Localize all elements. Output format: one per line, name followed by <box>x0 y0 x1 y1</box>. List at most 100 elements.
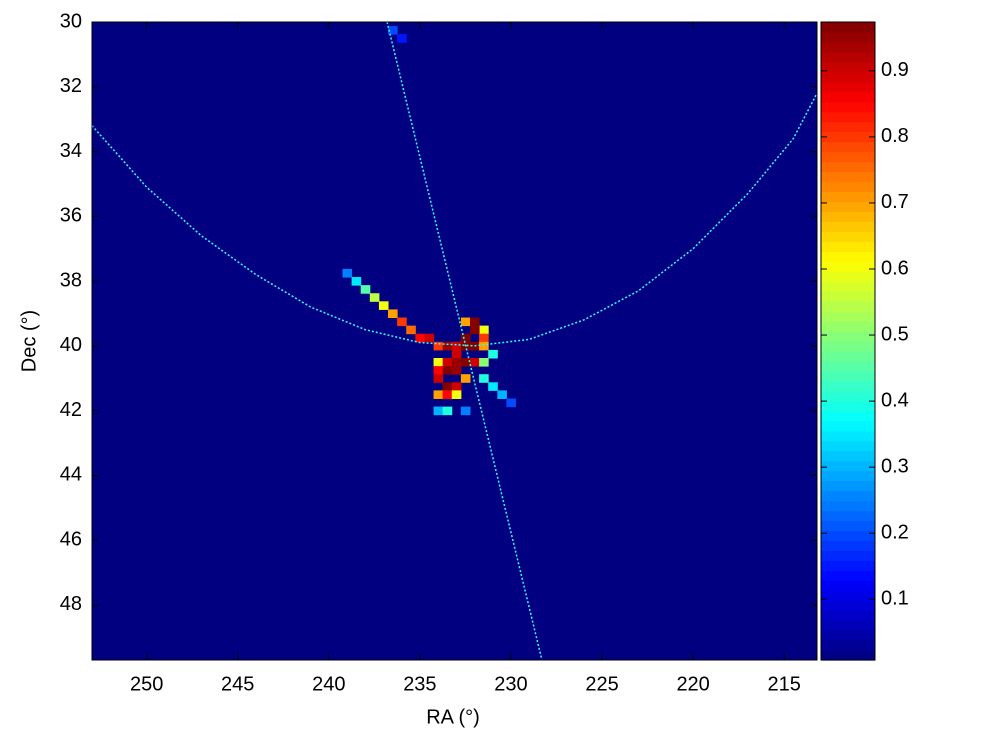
colorbar-step <box>821 251 875 262</box>
heatmap-cell <box>424 333 435 343</box>
colorbar-step <box>821 530 875 541</box>
colorbar-step <box>821 550 875 561</box>
heatmap-cell <box>433 390 444 399</box>
x-tick-label: 220 <box>676 673 709 695</box>
colorbar-step <box>821 171 875 183</box>
heatmap-cell <box>442 406 453 416</box>
colorbar-step <box>821 490 875 502</box>
heatmap-cell <box>442 366 453 375</box>
colorbar-step <box>821 191 875 203</box>
heatmap-cell <box>360 285 371 294</box>
heatmap-cell <box>506 398 517 408</box>
colorbar-step <box>821 221 875 232</box>
colorbar-step <box>821 91 875 103</box>
y-tick-label: 34 <box>60 140 82 162</box>
heatmap-cell <box>451 366 462 375</box>
colorbar-step <box>821 241 875 252</box>
colorbar-tick-label: 0.8 <box>881 125 909 147</box>
plot-frame <box>91 21 818 661</box>
colorbar-step <box>821 131 875 143</box>
heatmap-cell <box>479 374 489 383</box>
colorbar-step <box>821 350 875 362</box>
y-tick-label: 44 <box>60 464 82 486</box>
heatmap-cell <box>469 325 480 335</box>
colorbar-step <box>821 231 875 242</box>
heatmap-cell <box>451 349 462 359</box>
colorbar-step <box>821 161 875 173</box>
heatmap-cell <box>442 382 453 391</box>
colorbar-step <box>821 121 875 133</box>
y-axis-label: Dec (°) <box>18 310 40 372</box>
heatmap-cell <box>451 341 462 351</box>
heatmap-cell <box>488 349 498 359</box>
heatmap-cell <box>378 301 389 310</box>
colorbar-step <box>821 450 875 462</box>
colorbar-step <box>821 630 875 641</box>
x-tick-label: 245 <box>221 673 254 695</box>
colorbar-step <box>821 580 875 591</box>
y-tick-label: 40 <box>60 334 82 356</box>
colorbar-step <box>821 590 875 601</box>
x-tick-label: 230 <box>494 673 527 695</box>
colorbar-step <box>821 470 875 482</box>
colorbar-step <box>821 261 875 272</box>
colorbar-tick-label: 0.5 <box>881 323 909 345</box>
colorbar-step <box>821 141 875 153</box>
colorbar-step <box>821 430 875 442</box>
colorbar-tick-label: 0.2 <box>881 521 909 543</box>
heatmap-cell <box>469 317 480 327</box>
heatmap-cell <box>433 341 444 351</box>
y-tick-label: 32 <box>60 75 82 97</box>
colorbar-step <box>821 600 875 611</box>
colorbar-step <box>821 480 875 492</box>
heatmap-cell <box>460 317 471 327</box>
heatmap <box>92 22 817 660</box>
heatmap-cell <box>433 358 444 367</box>
colorbar-tick-label: 0.4 <box>881 389 909 411</box>
heatmap-cell <box>479 341 489 351</box>
heatmap-cell <box>469 358 480 367</box>
colorbar-tick-label: 0.3 <box>881 455 909 477</box>
colorbar-step <box>821 111 875 123</box>
colorbar-step <box>821 181 875 193</box>
colorbar-step <box>821 410 875 422</box>
heatmap-cell <box>406 325 416 335</box>
colorbar-step <box>821 360 875 372</box>
colorbar-step <box>821 201 875 213</box>
overlay-curve <box>92 92 817 347</box>
plot-background <box>92 22 817 660</box>
colorbar-step <box>821 81 875 93</box>
colorbar-step <box>821 650 875 661</box>
colorbar-step <box>821 520 875 532</box>
overlay-curve <box>386 22 543 660</box>
colorbar-step <box>821 370 875 382</box>
heatmap-cell <box>369 293 380 302</box>
heatmap-cell <box>479 333 489 343</box>
x-tick-label: 235 <box>403 673 436 695</box>
heatmap-cell <box>342 268 353 278</box>
y-tick-label: 36 <box>60 205 82 227</box>
y-tick-label: 48 <box>60 593 82 615</box>
heatmap-cell <box>460 406 471 416</box>
heatmap-cell <box>397 317 407 327</box>
colorbar-step <box>821 420 875 432</box>
colorbar-step <box>821 510 875 522</box>
heatmap-cell <box>433 366 444 375</box>
colorbar-step <box>821 440 875 452</box>
colorbar-step <box>821 22 875 33</box>
colorbar-step <box>821 610 875 621</box>
colorbar-step <box>821 71 875 83</box>
x-tick-label: 240 <box>312 673 345 695</box>
colorbar-step <box>821 301 875 312</box>
colorbar-tick-label: 0.7 <box>881 191 909 213</box>
colorbar-step <box>821 400 875 412</box>
colorbar-step <box>821 101 875 113</box>
colorbar-step <box>821 640 875 651</box>
heatmap-cell <box>460 333 471 343</box>
x-tick-label: 225 <box>585 673 618 695</box>
x-tick-label: 215 <box>768 673 801 695</box>
heatmap-cell <box>388 309 398 319</box>
heatmap-cell <box>351 277 362 286</box>
colorbar-step <box>821 61 875 73</box>
